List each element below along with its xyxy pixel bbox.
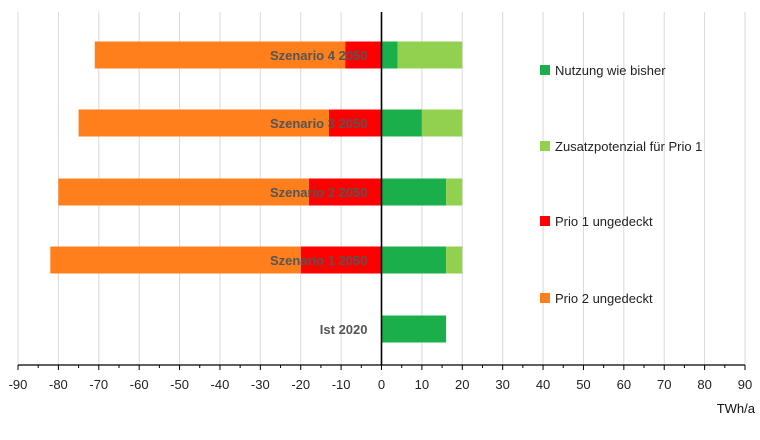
legend-label: Zusatzpotenzial für Prio 1: [555, 139, 702, 154]
bar-segment: [345, 41, 382, 69]
bar-segment: [94, 41, 346, 69]
legend-swatch: [540, 141, 550, 151]
x-tick-label: 60: [617, 377, 631, 392]
bar-segment: [381, 41, 398, 69]
x-tick-label: -40: [211, 377, 230, 392]
bars-layer: [50, 41, 463, 343]
legend-label: Prio 1 ungedeckt: [555, 214, 653, 229]
bar-segment: [421, 109, 463, 137]
x-tick-label: 10: [415, 377, 429, 392]
x-tick-label: -30: [251, 377, 270, 392]
x-tick-label: -60: [130, 377, 149, 392]
legend-item: Zusatzpotenzial für Prio 1: [540, 139, 702, 154]
x-tick-label: 40: [536, 377, 550, 392]
x-tick-label: 20: [455, 377, 469, 392]
x-axis-ticks: -90 -80 -70 -60 -50 -40 -30 -20 -10 0 10 20 30 40 50 60…: [9, 365, 752, 392]
bar-segment: [381, 109, 422, 137]
legend-swatch: [540, 65, 550, 75]
category-label: Ist 2020: [320, 322, 368, 337]
bar-segment: [328, 109, 382, 137]
legend-label: Prio 2 ungedeckt: [555, 291, 653, 306]
legend-swatch: [540, 216, 550, 226]
category-label: Szenario 2 2050: [270, 185, 368, 200]
x-tick-label: -80: [49, 377, 68, 392]
bar-segment: [78, 109, 329, 137]
x-tick-label: 30: [495, 377, 509, 392]
x-tick-label: -50: [170, 377, 189, 392]
legend-item: Nutzung wie bisher: [540, 63, 666, 78]
x-tick-label: 50: [576, 377, 590, 392]
x-tick-label: -70: [89, 377, 108, 392]
x-tick-label: -90: [9, 377, 28, 392]
category-label: Szenario 4 2050: [270, 48, 368, 63]
x-tick-label: -10: [332, 377, 351, 392]
bar-segment: [58, 178, 309, 206]
bar-segment: [381, 246, 447, 274]
bar-segment: [397, 41, 463, 69]
bar-segment: [446, 178, 463, 206]
legend-swatch: [540, 293, 550, 303]
category-label: Szenario 1 2050: [270, 253, 368, 268]
grid-lines: [17, 12, 746, 365]
legend-item: Prio 1 ungedeckt: [540, 214, 653, 229]
x-tick-label: -20: [291, 377, 310, 392]
legend-item: Prio 2 ungedeckt: [540, 291, 653, 306]
bar-segment: [381, 315, 447, 343]
bar-segment: [446, 246, 463, 274]
legend: Nutzung wie bisher Zusatzpotenzial für Pr…: [540, 63, 702, 306]
x-axis-unit-label: TWh/a: [717, 401, 756, 416]
bar-segment: [308, 178, 382, 206]
bar-segment: [381, 178, 447, 206]
x-tick-label: 90: [738, 377, 752, 392]
bar-segment: [50, 246, 301, 274]
bar-segment: [300, 246, 382, 274]
x-tick-label: 70: [657, 377, 671, 392]
x-tick-label: 0: [378, 377, 385, 392]
x-tick-label: 80: [697, 377, 711, 392]
category-label: Szenario 3 2050: [270, 116, 368, 131]
category-labels: Szenario 4 2050 Szenario 3 2050 Szenario 2…: [270, 48, 368, 337]
legend-label: Nutzung wie bisher: [555, 63, 666, 78]
